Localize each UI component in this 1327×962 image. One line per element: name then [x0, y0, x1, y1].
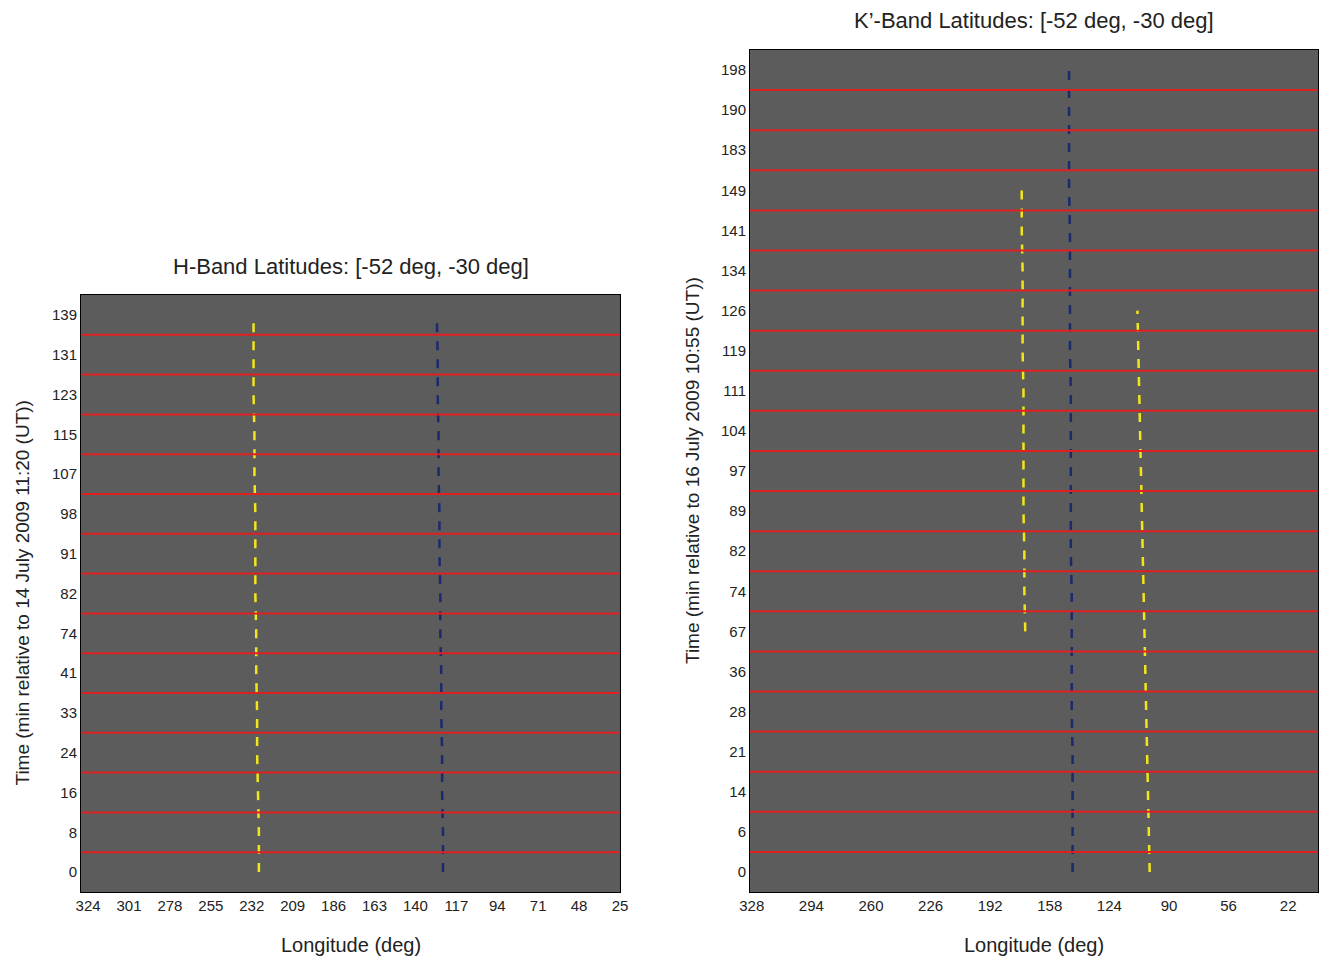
svg-text:226: 226	[918, 897, 943, 914]
svg-text:124: 124	[1097, 897, 1122, 914]
svg-text:74: 74	[60, 625, 77, 642]
svg-text:255: 255	[198, 897, 223, 914]
svg-text:149: 149	[721, 182, 746, 199]
svg-text:6: 6	[738, 823, 746, 840]
svg-text:301: 301	[117, 897, 142, 914]
svg-text:16: 16	[60, 784, 77, 801]
svg-text:126: 126	[721, 302, 746, 319]
svg-text:209: 209	[280, 897, 305, 914]
svg-text:107: 107	[52, 465, 77, 482]
svg-text:115: 115	[53, 426, 77, 443]
svg-text:48: 48	[571, 897, 588, 914]
svg-text:H-Band Latitudes: [-52 deg, -3: H-Band Latitudes: [-52 deg, -30 deg]	[173, 254, 529, 279]
svg-text:139: 139	[52, 306, 77, 323]
svg-text:91: 91	[60, 545, 77, 562]
svg-text:14: 14	[729, 783, 746, 800]
svg-text:82: 82	[729, 542, 746, 559]
svg-text:232: 232	[239, 897, 264, 914]
svg-text:140: 140	[403, 897, 428, 914]
svg-text:328: 328	[739, 897, 764, 914]
svg-text:186: 186	[321, 897, 346, 914]
svg-text:22: 22	[1280, 897, 1297, 914]
svg-text:294: 294	[799, 897, 824, 914]
svg-text:198: 198	[721, 61, 746, 78]
svg-text:0: 0	[69, 863, 77, 880]
svg-text:104: 104	[721, 422, 746, 439]
svg-text:190: 190	[721, 101, 746, 118]
svg-text:56: 56	[1220, 897, 1237, 914]
svg-text:24: 24	[60, 744, 77, 761]
svg-text:117: 117	[444, 897, 468, 914]
svg-text:131: 131	[52, 346, 77, 363]
svg-text:119: 119	[722, 342, 746, 359]
svg-text:0: 0	[738, 863, 746, 880]
svg-text:123: 123	[52, 386, 77, 403]
svg-text:74: 74	[729, 583, 746, 600]
svg-text:183: 183	[721, 141, 746, 158]
svg-text:33: 33	[60, 704, 77, 721]
svg-text:Longitude (deg): Longitude (deg)	[964, 934, 1104, 956]
svg-text:Time (min relative to 14 July: Time (min relative to 14 July 2009 11:20…	[12, 400, 33, 785]
svg-text:Longitude (deg): Longitude (deg)	[281, 934, 421, 956]
svg-text:41: 41	[60, 664, 77, 681]
svg-text:28: 28	[729, 703, 746, 720]
svg-text:67: 67	[729, 623, 746, 640]
svg-text:134: 134	[721, 262, 746, 279]
svg-text:111: 111	[723, 382, 746, 399]
svg-text:98: 98	[60, 505, 77, 522]
svg-text:K’-Band Latitudes: [-52 deg, -: K’-Band Latitudes: [-52 deg, -30 deg]	[854, 8, 1214, 33]
svg-text:163: 163	[362, 897, 387, 914]
svg-text:90: 90	[1161, 897, 1178, 914]
svg-text:158: 158	[1037, 897, 1062, 914]
svg-text:278: 278	[157, 897, 182, 914]
svg-text:192: 192	[978, 897, 1003, 914]
svg-text:260: 260	[858, 897, 883, 914]
svg-text:141: 141	[721, 222, 746, 239]
svg-text:Time (min relative to 16 July: Time (min relative to 16 July 2009 10:55…	[682, 277, 703, 664]
svg-text:36: 36	[729, 663, 746, 680]
svg-text:25: 25	[612, 897, 629, 914]
svg-text:71: 71	[530, 897, 547, 914]
svg-text:21: 21	[729, 743, 746, 760]
svg-text:8: 8	[69, 824, 77, 841]
svg-text:97: 97	[729, 462, 746, 479]
svg-text:324: 324	[76, 897, 101, 914]
svg-text:89: 89	[729, 502, 746, 519]
svg-text:82: 82	[60, 585, 77, 602]
svg-text:94: 94	[489, 897, 506, 914]
